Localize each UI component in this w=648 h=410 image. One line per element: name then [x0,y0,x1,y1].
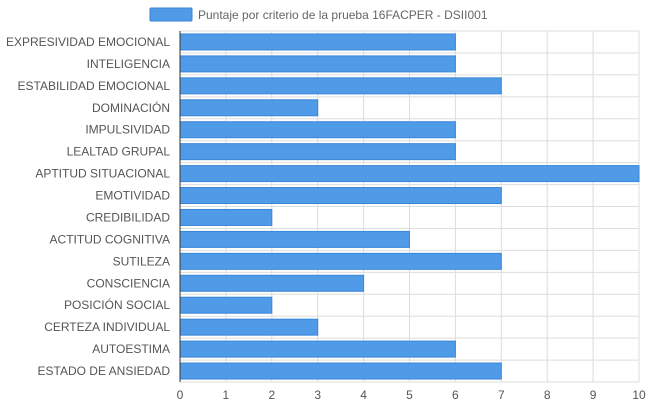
category-label: POSICIÓN SOCIAL [64,297,170,312]
bar[interactable] [179,143,456,161]
x-tick-label: 6 [452,388,459,402]
bar[interactable] [179,208,273,226]
bar[interactable] [179,252,502,270]
category-label: SUTILEZA [113,254,170,268]
x-tick-label: 8 [544,388,551,402]
category-label: CERTEZA INDIVIDUAL [44,320,170,334]
x-tick-label: 0 [177,388,184,402]
bar[interactable] [179,99,319,117]
bar[interactable] [179,33,456,51]
category-label: INTELIGENCIA [87,57,170,71]
legend-label: Puntaje por criterio de la prueba 16FACP… [198,8,488,22]
category-label: CONSCIENCIA [87,276,170,290]
category-label: ACTITUD COGNITIVA [50,232,170,246]
category-label: ESTADO DE ANSIEDAD [38,364,171,378]
category-label: LEALTAD GRUPAL [67,145,171,159]
x-tick-label: 9 [590,388,597,402]
bar[interactable] [179,187,502,205]
x-tick-label: 3 [314,388,321,402]
category-label: IMPULSIVIDAD [85,123,170,137]
category-labels: EXPRESIVIDAD EMOCIONAL INTELIGENCIA ESTABI… [6,35,170,378]
x-tick-label: 10 [632,388,646,402]
x-tick-label: 5 [406,388,413,402]
x-tick-label: 2 [268,388,275,402]
x-tick-label: 7 [498,388,505,402]
x-tick-label: 1 [223,388,230,402]
bar[interactable] [179,121,456,139]
category-label: AUTOESTIMA [92,342,170,356]
bar[interactable] [179,165,640,183]
bar[interactable] [179,274,365,292]
category-label: APTITUD SITUACIONAL [35,167,170,181]
category-label: EMOTIVIDAD [95,189,170,203]
category-label: ESTABILIDAD EMOCIONAL [18,79,171,93]
bar[interactable] [179,55,456,73]
legend-swatch [149,7,193,22]
bars [179,33,640,380]
category-label: EXPRESIVIDAD EMOCIONAL [6,35,170,49]
bar[interactable] [179,230,410,248]
bar[interactable] [179,77,502,95]
legend[interactable]: Puntaje por criterio de la prueba 16FACP… [149,7,488,22]
category-label: DOMINACIÓN [92,100,170,115]
bar[interactable] [179,362,502,380]
x-tick-label: 4 [360,388,367,402]
bar[interactable] [179,296,273,314]
bar[interactable] [179,340,456,358]
x-tick-labels: 0 1 2 3 4 5 6 7 8 9 10 [177,388,646,402]
bar[interactable] [179,318,319,336]
category-label: CREDIBILIDAD [86,210,170,224]
